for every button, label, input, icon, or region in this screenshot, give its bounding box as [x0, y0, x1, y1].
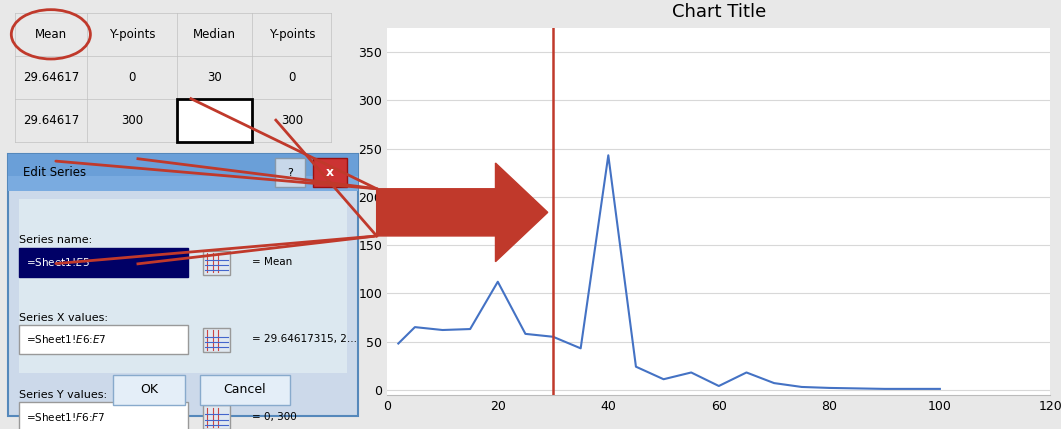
Bar	[7, 176, 358, 191]
Text: 0: 0	[289, 71, 296, 84]
Text: = 0, 300: = 0, 300	[253, 411, 297, 422]
Title: Chart Title: Chart Title	[672, 3, 766, 21]
Text: 30: 30	[207, 71, 222, 84]
Bar	[275, 158, 306, 187]
Bar	[114, 375, 185, 405]
Text: Series name:: Series name:	[19, 236, 92, 245]
Bar	[19, 402, 189, 429]
Text: Median: Median	[193, 28, 237, 41]
Bar	[204, 405, 230, 429]
Text: Series Y values:: Series Y values:	[19, 390, 107, 400]
Text: =Sheet1!$E$6:$E$7: =Sheet1!$E$6:$E$7	[27, 333, 107, 345]
Text: 30: 30	[207, 114, 222, 127]
Bar	[19, 248, 189, 277]
Bar	[19, 199, 347, 373]
Bar	[7, 154, 358, 416]
Bar	[204, 328, 230, 352]
Text: 29.64617: 29.64617	[22, 114, 79, 127]
Text: = Mean: = Mean	[253, 257, 293, 267]
Bar	[199, 375, 290, 405]
Text: Edit Series: Edit Series	[22, 166, 86, 179]
Bar	[177, 99, 253, 142]
Text: OK: OK	[140, 384, 158, 396]
Text: 300: 300	[121, 114, 143, 127]
Text: = 29.64617315, 2...: = 29.64617315, 2...	[253, 334, 358, 344]
Text: Y-points: Y-points	[268, 28, 315, 41]
Text: =Sheet1!$F$6:$F$7: =Sheet1!$F$6:$F$7	[27, 411, 106, 423]
Text: Y-points: Y-points	[108, 28, 155, 41]
Text: Cancel: Cancel	[224, 384, 266, 396]
Text: x: x	[326, 166, 333, 179]
Polygon shape	[377, 163, 547, 262]
Bar	[7, 154, 358, 191]
Text: 300: 300	[281, 114, 303, 127]
Text: Mean: Mean	[35, 28, 67, 41]
Text: ?: ?	[288, 168, 293, 178]
Text: 29.64617: 29.64617	[22, 71, 79, 84]
Bar	[19, 325, 189, 354]
Text: =Sheet1!$E$5: =Sheet1!$E$5	[27, 256, 90, 268]
Bar	[313, 158, 347, 187]
Text: 0: 0	[128, 71, 136, 84]
Bar	[204, 251, 230, 275]
Text: Series X values:: Series X values:	[19, 313, 108, 323]
